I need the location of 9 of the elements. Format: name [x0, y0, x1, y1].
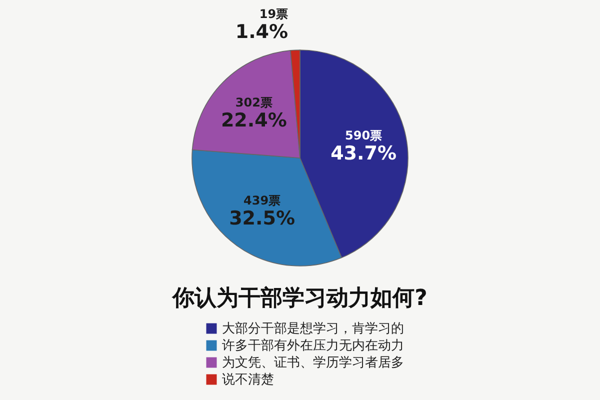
legend-label: 许多干部有外在压力无内在动力 — [222, 338, 404, 354]
text: 302票 22.4% — [220, 95, 287, 132]
legend-label: 为文凭、证书、学历学习者居多 — [222, 356, 404, 370]
text: 你认为干部学习动力如何? — [172, 285, 428, 311]
legend-label: 大部分干部是想学习，肯学习的 — [222, 322, 404, 336]
text: 439票 32.5% — [229, 194, 295, 230]
legend-label: 说不清楚 — [222, 372, 274, 388]
data-label: 19票 1.4% — [235, 7, 288, 44]
text: 590票 43.7% — [330, 128, 396, 164]
